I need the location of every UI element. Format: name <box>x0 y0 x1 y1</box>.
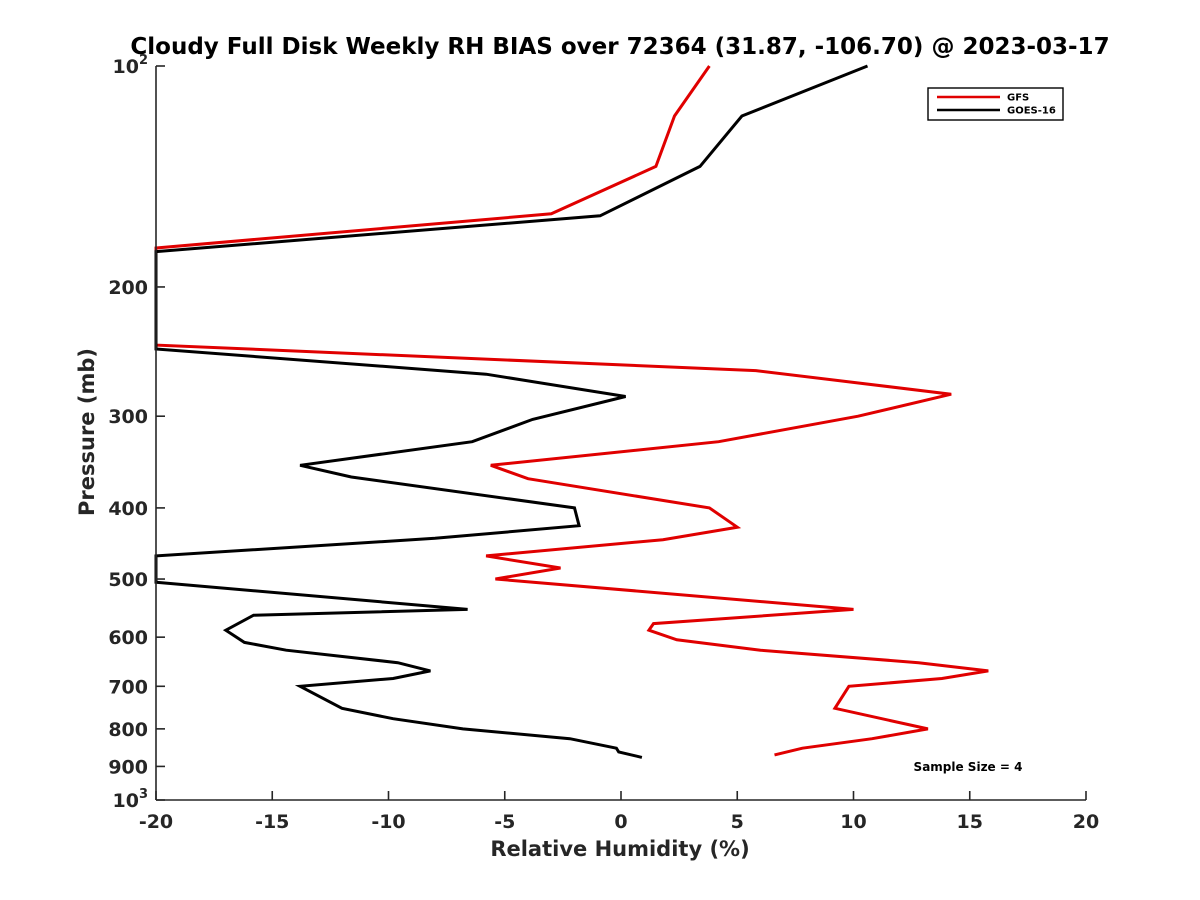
y-axis-label: Pressure (mb) <box>75 348 99 516</box>
legend: GFS GOES-16 <box>927 87 1064 121</box>
y-tick-label: 200 <box>108 277 148 299</box>
x-tick-label: -5 <box>494 811 515 833</box>
y-tick-label: 500 <box>108 569 148 591</box>
x-tick-label: -10 <box>371 811 405 833</box>
y-tick-label: 103 <box>113 787 149 812</box>
x-tick-label: 0 <box>614 811 627 833</box>
y-tick-label: 300 <box>108 406 148 428</box>
y-tick-label: 800 <box>108 719 148 741</box>
y-ticks: 102 200 300 400 500 600 700 800 900 103 <box>108 53 165 812</box>
y-tick-label: 102 <box>113 53 149 78</box>
x-tick-label: -15 <box>255 811 289 833</box>
y-tick-label: 700 <box>108 676 148 698</box>
x-tick-label: 20 <box>1073 811 1099 833</box>
x-ticks: -20 -15 -10 -5 0 5 10 15 20 <box>139 791 1099 833</box>
x-tick-label: 10 <box>840 811 866 833</box>
x-tick-label: 5 <box>731 811 744 833</box>
x-tick-label: -20 <box>139 811 173 833</box>
y-tick-label: 900 <box>108 756 148 778</box>
x-axis-label: Relative Humidity (%) <box>490 837 749 861</box>
x-tick-label: 15 <box>957 811 983 833</box>
legend-label: GFS <box>1007 93 1029 104</box>
y-tick-label: 400 <box>108 498 148 520</box>
legend-box <box>927 87 1064 121</box>
y-tick-label: 600 <box>108 627 148 649</box>
legend-label: GOES-16 <box>1007 106 1056 117</box>
series-line-gfs <box>154 65 989 757</box>
chart-title: Cloudy Full Disk Weekly RH BIAS over 723… <box>130 34 1109 60</box>
sample-size-annotation: Sample Size = 4 <box>914 760 1023 774</box>
